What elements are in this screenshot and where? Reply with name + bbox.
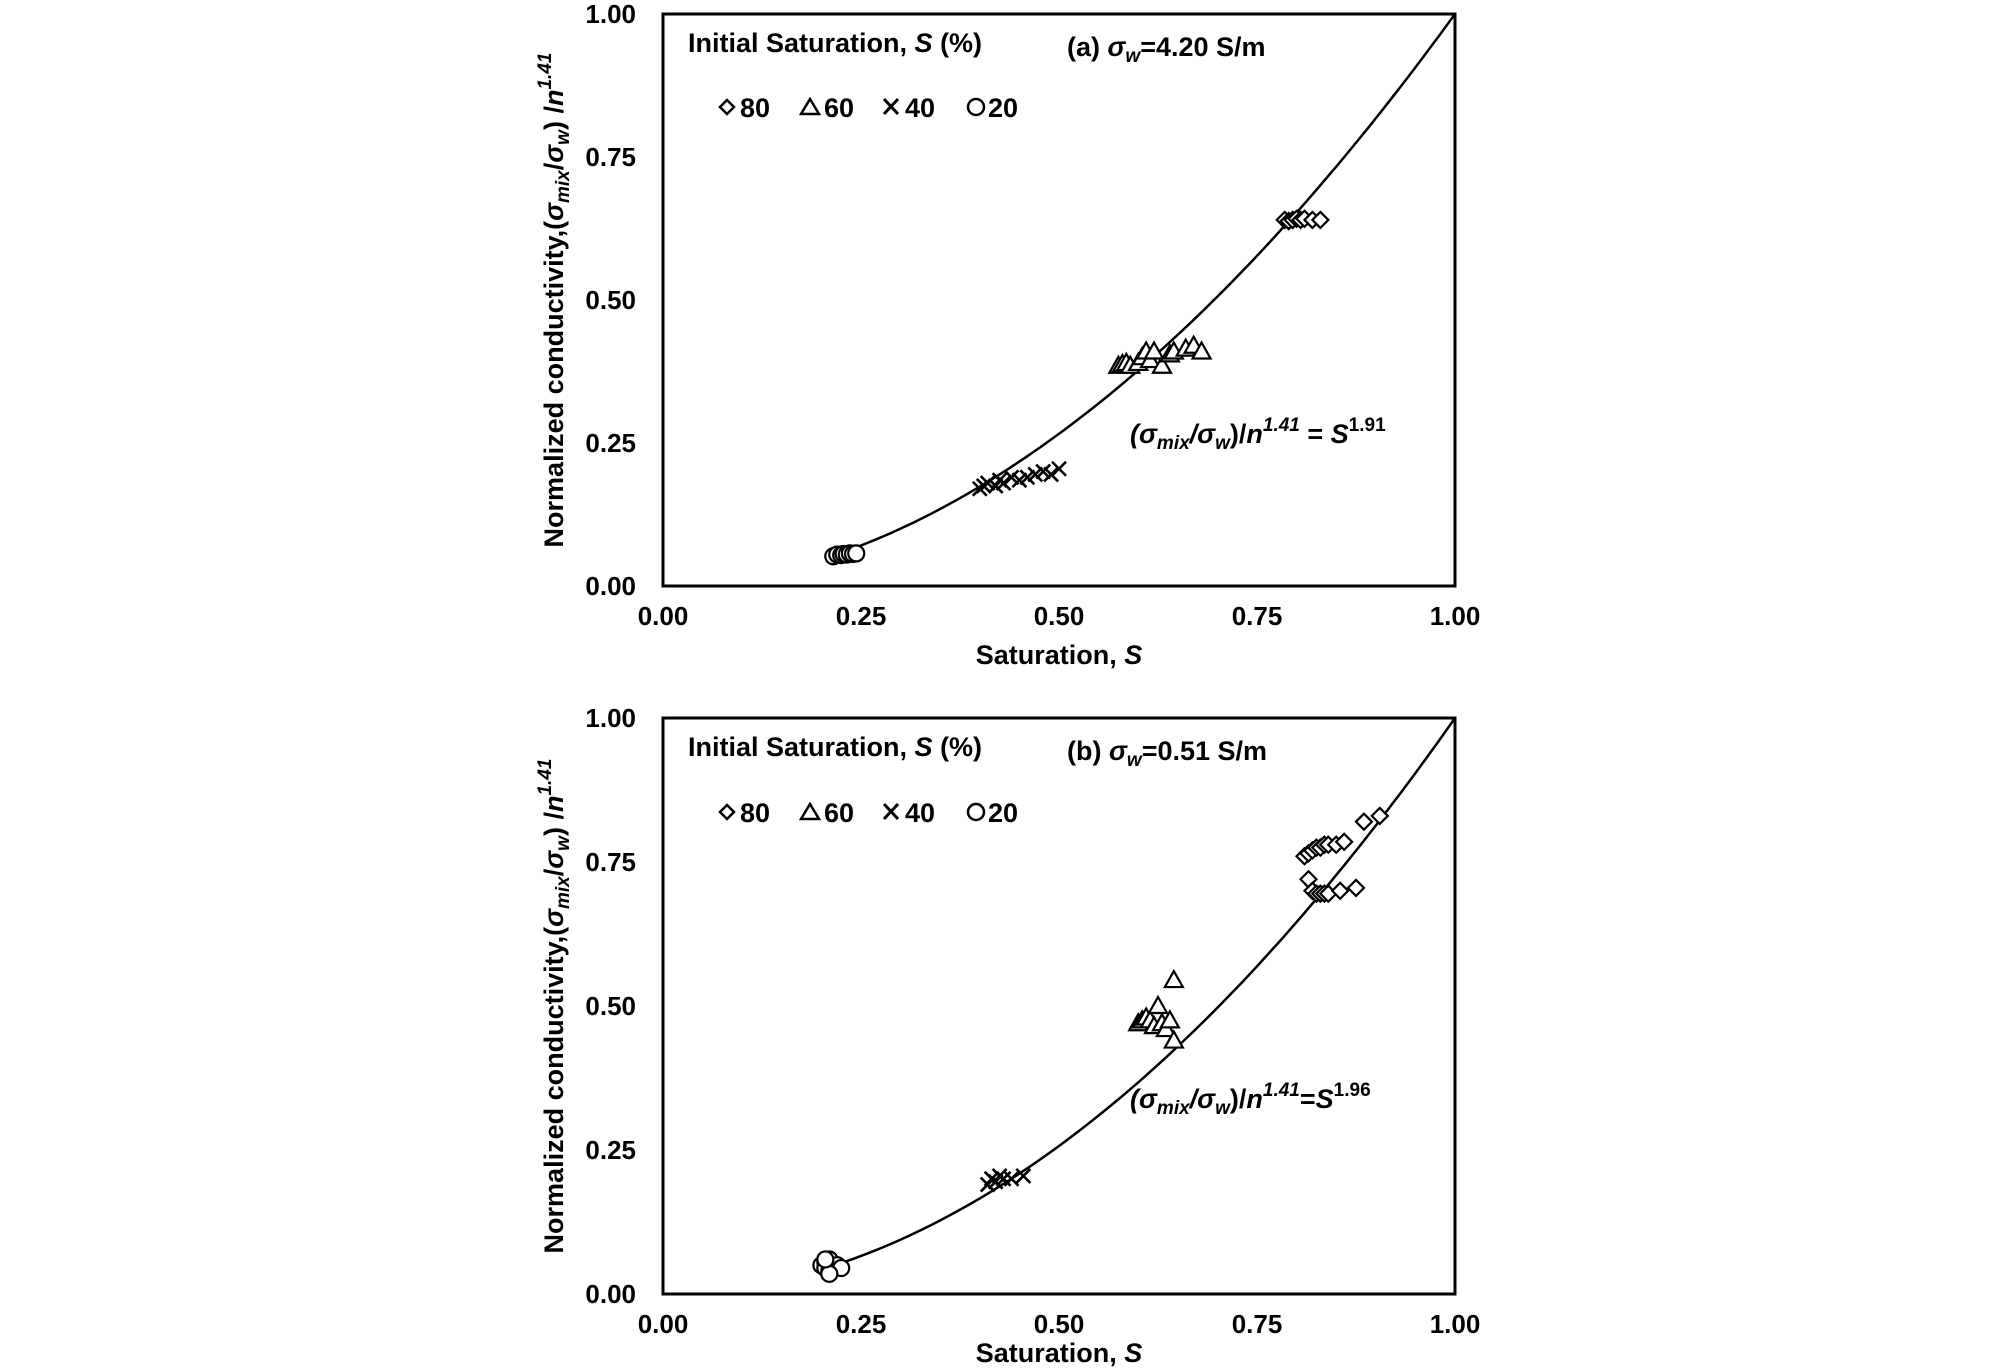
plot-frame (661, 12, 1457, 588)
x-tick-label: 1.00 (1430, 1309, 1481, 1339)
data-point-cross (1043, 466, 1059, 483)
y-tick-label: 0.75 (585, 142, 636, 172)
panel-label: (a) σw=4.20 S/m (1067, 32, 1266, 67)
legend-label: 60 (824, 798, 854, 828)
legend-title: Initial Saturation, S (%) (688, 732, 982, 762)
y-axis-title: Normalized conductivity,(σmix/σw) /n1.41 (535, 759, 574, 1254)
legend-marker-circle (966, 802, 986, 822)
y-tick-label: 0.00 (585, 571, 636, 601)
data-point-diamond (1370, 806, 1390, 826)
legend-label: 20 (988, 93, 1018, 123)
data-point-diamond (1310, 210, 1330, 230)
data-point-diamond (1354, 812, 1374, 832)
x-tick-label: 0.25 (836, 601, 887, 631)
data-point-triangle (1190, 340, 1213, 360)
plot-frame (661, 716, 1457, 1296)
y-tick-label: 0.50 (585, 991, 636, 1021)
data-point-diamond (1334, 832, 1354, 852)
data-point-triangle (1162, 1029, 1185, 1049)
y-tick-label: 0.25 (585, 1135, 636, 1165)
y-tick-label: 0.25 (585, 428, 636, 458)
y-tick-label: 1.00 (585, 0, 636, 29)
legend-marker-triangle (798, 96, 822, 116)
panel-b: 0.00 0.25 0.50 0.75 1.00 0.00 0.25 0.50 … (535, 703, 1480, 1368)
y-tick-label: 1.00 (585, 703, 636, 733)
panel-a: 0.00 0.25 0.50 0.75 1.00 0.00 0.25 0.50 … (535, 0, 1480, 670)
x-tick-labels: 0.00 0.25 0.50 0.75 1.00 (638, 1309, 1481, 1339)
y-axis-title: Normalized conductivity,(σmix/σw) /n1.41 (535, 53, 574, 548)
legend: 80 60 40 20 (718, 93, 1018, 123)
data-point-cross (1003, 1170, 1020, 1187)
data-point-diamond (1346, 878, 1366, 898)
x-tick-label: 0.75 (1232, 601, 1283, 631)
legend-label: 40 (905, 93, 935, 123)
legend-marker-diamond (718, 98, 736, 116)
legend-title: Initial Saturation, S (%) (688, 28, 982, 58)
data-point-triangle (1143, 340, 1165, 360)
fit-equation: (σmix/σw)/n1.41 = S1.91 (1130, 415, 1386, 454)
x-axis-title: Saturation, S (976, 640, 1143, 670)
y-tick-labels: 0.00 0.25 0.50 0.75 1.00 (585, 0, 636, 601)
legend-marker-triangle (798, 801, 822, 821)
x-tick-labels: 0.00 0.25 0.50 0.75 1.00 (638, 601, 1481, 631)
legend-label: 20 (988, 798, 1018, 828)
legend-marker-diamond (718, 803, 736, 821)
data-point-diamond (1330, 881, 1350, 901)
legend-label: 60 (824, 93, 854, 123)
x-tick-label: 1.00 (1430, 601, 1481, 631)
data-point-triangle (1147, 994, 1169, 1015)
data-point-triangle (1151, 354, 1173, 374)
legend-marker-cross (882, 97, 900, 116)
legend-label: 40 (905, 798, 935, 828)
x-axis-title: Saturation, S (976, 1338, 1143, 1368)
x-tick-label: 0.50 (1034, 601, 1085, 631)
data-point-circle (847, 544, 866, 563)
marks-layer (812, 717, 1457, 1283)
x-tick-label: 0.00 (638, 601, 689, 631)
data-point-cross (995, 475, 1012, 491)
panel-label: (b) σw=0.51 S/m (1067, 736, 1267, 771)
legend-marker-circle (966, 97, 986, 117)
y-tick-label: 0.75 (585, 847, 636, 877)
legend-marker-cross (882, 802, 900, 821)
marks-layer (824, 13, 1457, 566)
legend-label: 80 (740, 798, 770, 828)
data-point-cross (1051, 460, 1067, 477)
data-point-circle (816, 1250, 835, 1269)
data-point-triangle (1158, 1009, 1181, 1029)
fit-equation: (σmix/σw)/n1.41=S1.96 (1130, 1080, 1371, 1119)
data-point-triangle (1162, 968, 1185, 989)
x-tick-label: 0.50 (1034, 1309, 1085, 1339)
legend: 80 60 40 20 (718, 798, 1018, 828)
x-tick-label: 0.25 (836, 1309, 887, 1339)
x-tick-label: 0.75 (1232, 1309, 1283, 1339)
fit-curve (821, 717, 1457, 1271)
y-tick-labels: 0.00 0.25 0.50 0.75 1.00 (585, 703, 636, 1309)
y-tick-label: 0.50 (585, 285, 636, 315)
x-tick-label: 0.00 (638, 1309, 689, 1339)
legend-label: 80 (740, 93, 770, 123)
y-tick-label: 0.00 (585, 1279, 636, 1309)
data-point-cross (1015, 1168, 1032, 1184)
